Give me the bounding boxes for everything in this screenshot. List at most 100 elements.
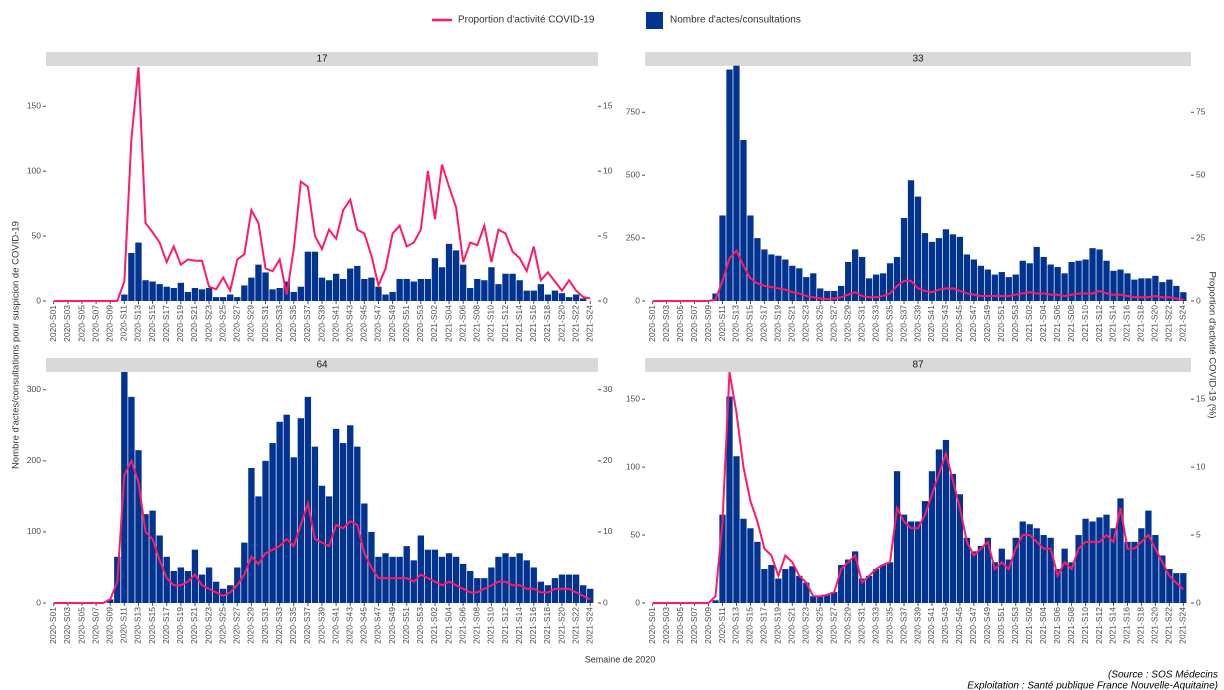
x-tick-label: 2021-S14 <box>1108 607 1118 644</box>
bar <box>1131 279 1138 301</box>
y2-tick-label: 10 <box>603 526 613 536</box>
x-tick-label: 2020-S49 <box>387 305 397 342</box>
bar <box>1103 260 1110 301</box>
legend-label: Proportion d'activité COVID-19 <box>458 15 595 26</box>
bar <box>1180 292 1187 301</box>
x-tick-label: 2020-S05 <box>675 305 685 342</box>
bar <box>796 575 803 603</box>
x-tick-label: 2021-S20 <box>1150 305 1160 342</box>
bar <box>523 290 530 301</box>
bar <box>142 514 149 603</box>
x-tick-label: 2020-S31 <box>856 607 866 644</box>
bar <box>921 501 929 603</box>
x-tick-label: 2021-S10 <box>486 607 496 644</box>
bar <box>928 241 936 301</box>
x-tick-label: 2020-S45 <box>954 607 964 644</box>
y2-tick-label: 0 <box>1196 295 1201 305</box>
x-tick-label: 2021-S14 <box>514 305 524 342</box>
x-tick-label: 2021-S06 <box>1052 305 1062 342</box>
x-tick-label: 2021-S22 <box>570 305 580 342</box>
bar <box>269 443 276 603</box>
bar <box>740 139 747 301</box>
bar <box>1089 248 1096 301</box>
bar <box>318 277 326 301</box>
x-tick-label: 2021-S16 <box>1122 305 1132 342</box>
bar <box>403 278 410 301</box>
bar <box>354 265 361 301</box>
x-tick-label: 2020-S15 <box>745 305 755 342</box>
x-tick-label: 2020-S51 <box>401 607 411 644</box>
bar <box>942 229 950 301</box>
bar <box>733 456 740 603</box>
bar <box>789 265 796 301</box>
x-tick-label: 2020-S33 <box>274 305 284 342</box>
x-tick-label: 2020-S43 <box>940 305 950 342</box>
x-tick-label: 2020-S33 <box>870 305 880 342</box>
bar <box>220 297 227 301</box>
line <box>53 67 591 302</box>
bar <box>949 473 957 603</box>
x-tick-label: 2020-S37 <box>302 607 312 644</box>
bar <box>255 496 262 603</box>
bar <box>1166 569 1173 603</box>
x-tick-label: 2021-S02 <box>429 305 439 342</box>
bar <box>1145 510 1152 603</box>
bar <box>956 494 964 603</box>
bar <box>1054 267 1061 301</box>
x-tick-label: 2020-S37 <box>898 305 908 342</box>
bar <box>368 277 375 301</box>
bar <box>255 264 262 301</box>
bar <box>1068 562 1075 603</box>
bar <box>726 69 733 301</box>
x-tick-label: 2021-S24 <box>1178 305 1188 342</box>
bar <box>403 546 410 603</box>
x-tick-label: 2020-S11 <box>119 305 129 342</box>
bar <box>304 251 312 301</box>
y2-tick-label: 0 <box>603 295 608 305</box>
bar <box>1131 541 1138 603</box>
x-tick-label: 2021-S14 <box>514 607 524 644</box>
strip <box>645 358 1191 372</box>
bar <box>332 428 340 603</box>
y-tick-label: 100 <box>27 165 41 175</box>
x-tick-label: 2021-S06 <box>457 607 467 644</box>
y-tick-label: 0 <box>36 597 41 607</box>
panel-title: 17 <box>316 54 328 65</box>
bar <box>1166 279 1173 301</box>
line <box>652 248 1184 302</box>
bar <box>977 265 984 301</box>
bar <box>551 290 559 301</box>
x-tick-label: 2020-S41 <box>926 305 936 342</box>
x-tick-label: 2020-S23 <box>801 607 811 644</box>
bar <box>831 592 838 603</box>
bar <box>991 274 998 301</box>
bar <box>942 439 950 603</box>
bar <box>544 585 552 603</box>
x-tick-label: 2020-S53 <box>415 305 425 342</box>
bar <box>530 290 537 301</box>
x-tick-label: 2020-S17 <box>161 607 171 644</box>
bar <box>269 289 276 301</box>
x-tick-label: 2021-S10 <box>1080 607 1090 644</box>
bar <box>1005 559 1012 603</box>
x-tick-label: 2021-S24 <box>584 305 594 342</box>
bar <box>311 446 319 603</box>
bar <box>530 567 537 603</box>
bar <box>761 569 768 603</box>
bar <box>149 510 156 603</box>
bar <box>956 236 964 301</box>
bar <box>1089 521 1096 603</box>
bar <box>879 564 887 603</box>
bar <box>1152 275 1159 301</box>
x-tick-label: 2021-S06 <box>1052 607 1062 644</box>
x-tick-label: 2020-S07 <box>689 607 699 644</box>
y2-tick-label: 10 <box>1196 461 1206 471</box>
x-tick-label: 2021-S18 <box>542 305 552 342</box>
x-tick-label: 2021-S08 <box>1066 305 1076 342</box>
y-tick-label: 0 <box>635 597 640 607</box>
bar <box>893 471 901 603</box>
bar <box>998 548 1005 603</box>
bar <box>1152 535 1159 603</box>
strip <box>46 358 598 372</box>
bar <box>198 574 206 603</box>
